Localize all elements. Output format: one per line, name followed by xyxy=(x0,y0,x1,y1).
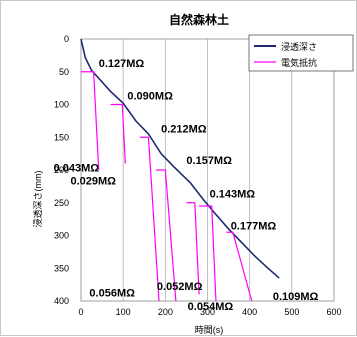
resistance-annotation: 0.054MΩ xyxy=(188,301,234,313)
resistance-annotation: 0.143MΩ xyxy=(210,189,256,201)
x-axis-label: 時間(s) xyxy=(195,325,224,335)
x-tick-label: 500 xyxy=(284,307,299,317)
resistance-annotation: 0.127MΩ xyxy=(99,58,145,70)
y-axis-label: 浸透深さ(mm) xyxy=(33,171,43,228)
tick-labels: 0 100 200 300 400 500 600 0 50 100 150 200 250 300 350… xyxy=(54,34,342,317)
series-line-resistance xyxy=(156,169,177,302)
resistance-annotation: 0.056MΩ xyxy=(89,287,135,299)
legend-box xyxy=(248,34,354,72)
resistance-annotation: 0.212MΩ xyxy=(161,124,207,136)
y-tick-label: 100 xyxy=(54,100,69,110)
series-line-depth xyxy=(80,38,280,279)
x-tick-label: 100 xyxy=(116,307,131,317)
x-tick-label: 600 xyxy=(326,307,341,317)
y-tick-label: 300 xyxy=(54,231,69,241)
annotations: 0.127MΩ 0.090MΩ 0.212MΩ 0.157MΩ 0.043MΩ0.029… xyxy=(54,58,319,313)
resistance-annotation: 0.177MΩ xyxy=(231,221,277,233)
x-tick-label: 300 xyxy=(200,307,215,317)
chart-title: 自然森林土 xyxy=(169,12,229,27)
y-tick-label: 50 xyxy=(59,67,69,77)
series-line-resistance xyxy=(186,202,200,295)
series-line-resistance xyxy=(81,71,100,171)
series-line-resistance xyxy=(226,231,253,302)
x-tick-label: 400 xyxy=(242,307,257,317)
legend-label-depth: 浸透深さ xyxy=(281,42,317,52)
y-tick-label: 350 xyxy=(54,263,69,273)
legend-label-resistance: 電気抵抗 xyxy=(281,57,317,68)
y-tick-label: 250 xyxy=(54,198,69,208)
resistance-annotation: 0.052MΩ xyxy=(157,281,203,293)
legend: 浸透深さ 電気抵抗 xyxy=(248,34,354,72)
resistance-annotation: 0.043MΩ xyxy=(54,162,100,174)
resistance-annotation: 0.109MΩ xyxy=(273,291,319,303)
series-line-resistance xyxy=(110,103,126,164)
series-lines xyxy=(80,38,280,302)
x-tick-label: 0 xyxy=(78,307,83,317)
series-line-resistance xyxy=(199,205,217,302)
y-tick-label: 150 xyxy=(54,132,69,142)
resistance-annotation: 0.090MΩ xyxy=(127,90,173,102)
y-tick-label: 400 xyxy=(54,296,69,306)
plot-frame xyxy=(80,38,335,302)
y-tick-label: 0 xyxy=(64,34,69,44)
resistance-annotation: 0.029MΩ xyxy=(70,175,116,187)
y-tick-label: 200 xyxy=(54,165,69,175)
grid xyxy=(122,39,293,301)
series-line-resistance xyxy=(140,136,160,302)
resistance-annotation: 0.157MΩ xyxy=(186,155,232,167)
x-tick-label: 200 xyxy=(158,307,173,317)
